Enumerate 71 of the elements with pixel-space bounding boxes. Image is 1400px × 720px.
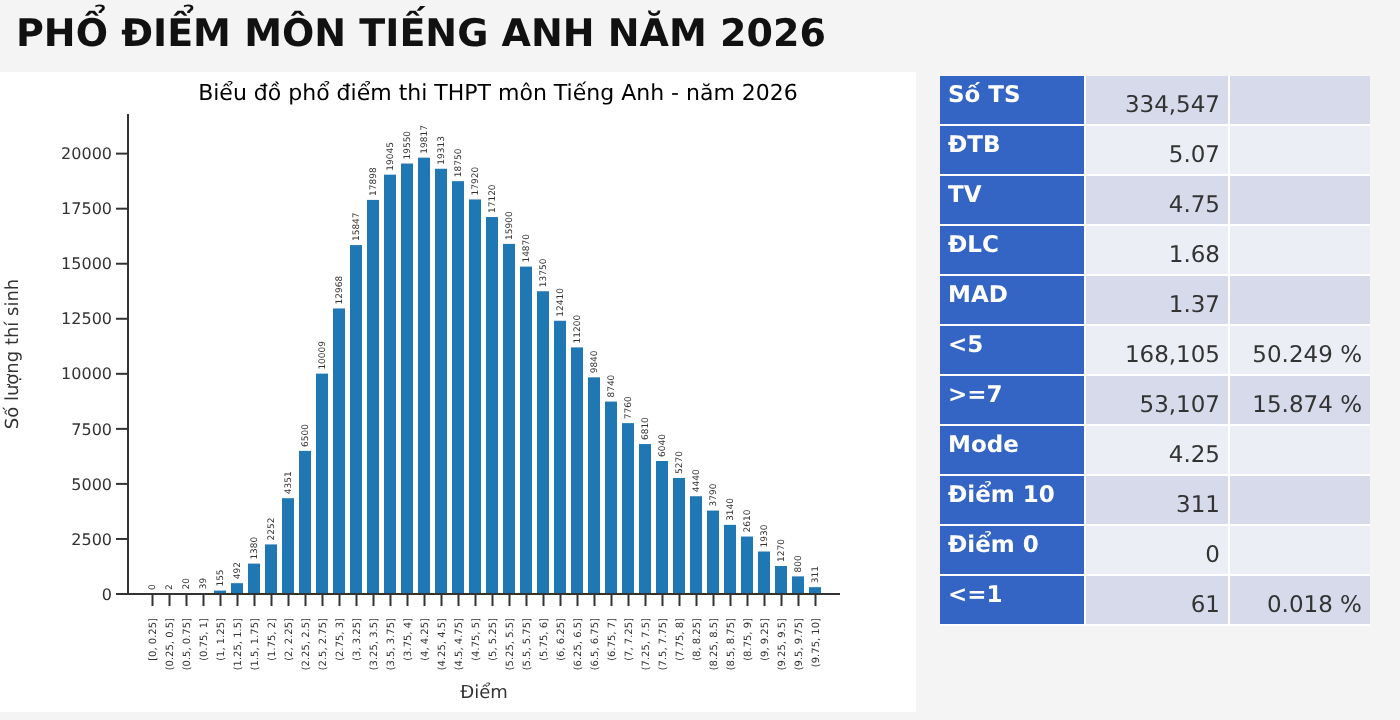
category-label: Điểm 0	[940, 526, 1084, 574]
bar	[469, 199, 481, 594]
bar	[673, 477, 685, 594]
bar	[639, 444, 651, 594]
bar	[605, 401, 617, 594]
y-tick-label: 7500	[71, 420, 112, 439]
text: 168,105	[1124, 340, 1220, 368]
text: 311	[1176, 490, 1220, 518]
y-tick-label: 15000	[61, 255, 112, 274]
y-tick-label: 20000	[61, 145, 112, 164]
bar	[571, 347, 583, 594]
bar	[554, 320, 566, 594]
bar	[418, 157, 430, 594]
text: 4.25	[1168, 440, 1220, 468]
x-axis-title: Điểm	[460, 682, 508, 704]
bar	[265, 544, 277, 594]
category-label: Điểm 10	[940, 476, 1084, 524]
bar	[741, 536, 753, 594]
bar	[792, 576, 804, 594]
bar	[435, 168, 447, 594]
bar	[520, 266, 532, 594]
y-tick-label: 12500	[61, 310, 112, 329]
bar	[367, 199, 379, 594]
bar	[384, 174, 396, 594]
y-tick-label: 17500	[61, 200, 112, 219]
bar	[503, 243, 515, 594]
y-tick-label: 5000	[71, 475, 112, 494]
bar	[316, 373, 328, 594]
text: 334,547	[1124, 90, 1220, 118]
category-label: ĐTB	[940, 126, 1084, 174]
text: 61	[1190, 590, 1220, 618]
bar	[231, 583, 243, 594]
category-label: Mode	[940, 426, 1084, 474]
text: 1.37	[1168, 290, 1220, 318]
category-label: TV	[940, 176, 1084, 224]
bar	[537, 291, 549, 594]
bar	[724, 524, 736, 594]
y-axis-title: Số lượng thí sinh	[2, 278, 25, 430]
bar	[452, 181, 464, 594]
category-label: Số TS	[940, 76, 1084, 124]
text: 15.874 %	[1252, 390, 1362, 418]
y-tick-label: 0	[101, 585, 112, 604]
bar	[690, 496, 702, 594]
bar	[486, 217, 498, 594]
category-label: <5	[940, 326, 1084, 374]
text: 0.018 %	[1266, 590, 1362, 618]
chart-subtitle: Biểu đồ phổ điểm thi THPT môn Tiếng Anh - năm 2026	[196, 80, 800, 106]
bar	[282, 498, 294, 594]
bar	[656, 461, 668, 594]
bar	[622, 423, 634, 594]
category-label: >=7	[940, 376, 1084, 424]
bar	[707, 510, 719, 594]
bar	[588, 377, 600, 594]
bar	[248, 563, 260, 594]
bar	[350, 245, 362, 594]
y-tick-label: 2500	[71, 530, 112, 549]
category-label: MAD	[940, 276, 1084, 324]
text: 0	[1205, 540, 1220, 568]
text: 50.249 %	[1252, 340, 1362, 368]
text: 5.07	[1168, 140, 1220, 168]
y-tick-label: 10000	[61, 365, 112, 384]
category-label: <=1	[940, 576, 1084, 624]
category-label: ĐLC	[940, 226, 1084, 274]
text: 53,107	[1139, 390, 1220, 418]
bar	[299, 450, 311, 594]
text: 1.68	[1168, 240, 1220, 268]
bar	[758, 551, 770, 594]
bar	[775, 566, 787, 594]
bar	[333, 308, 345, 594]
text: 4.75	[1168, 190, 1220, 218]
bar	[401, 163, 413, 594]
